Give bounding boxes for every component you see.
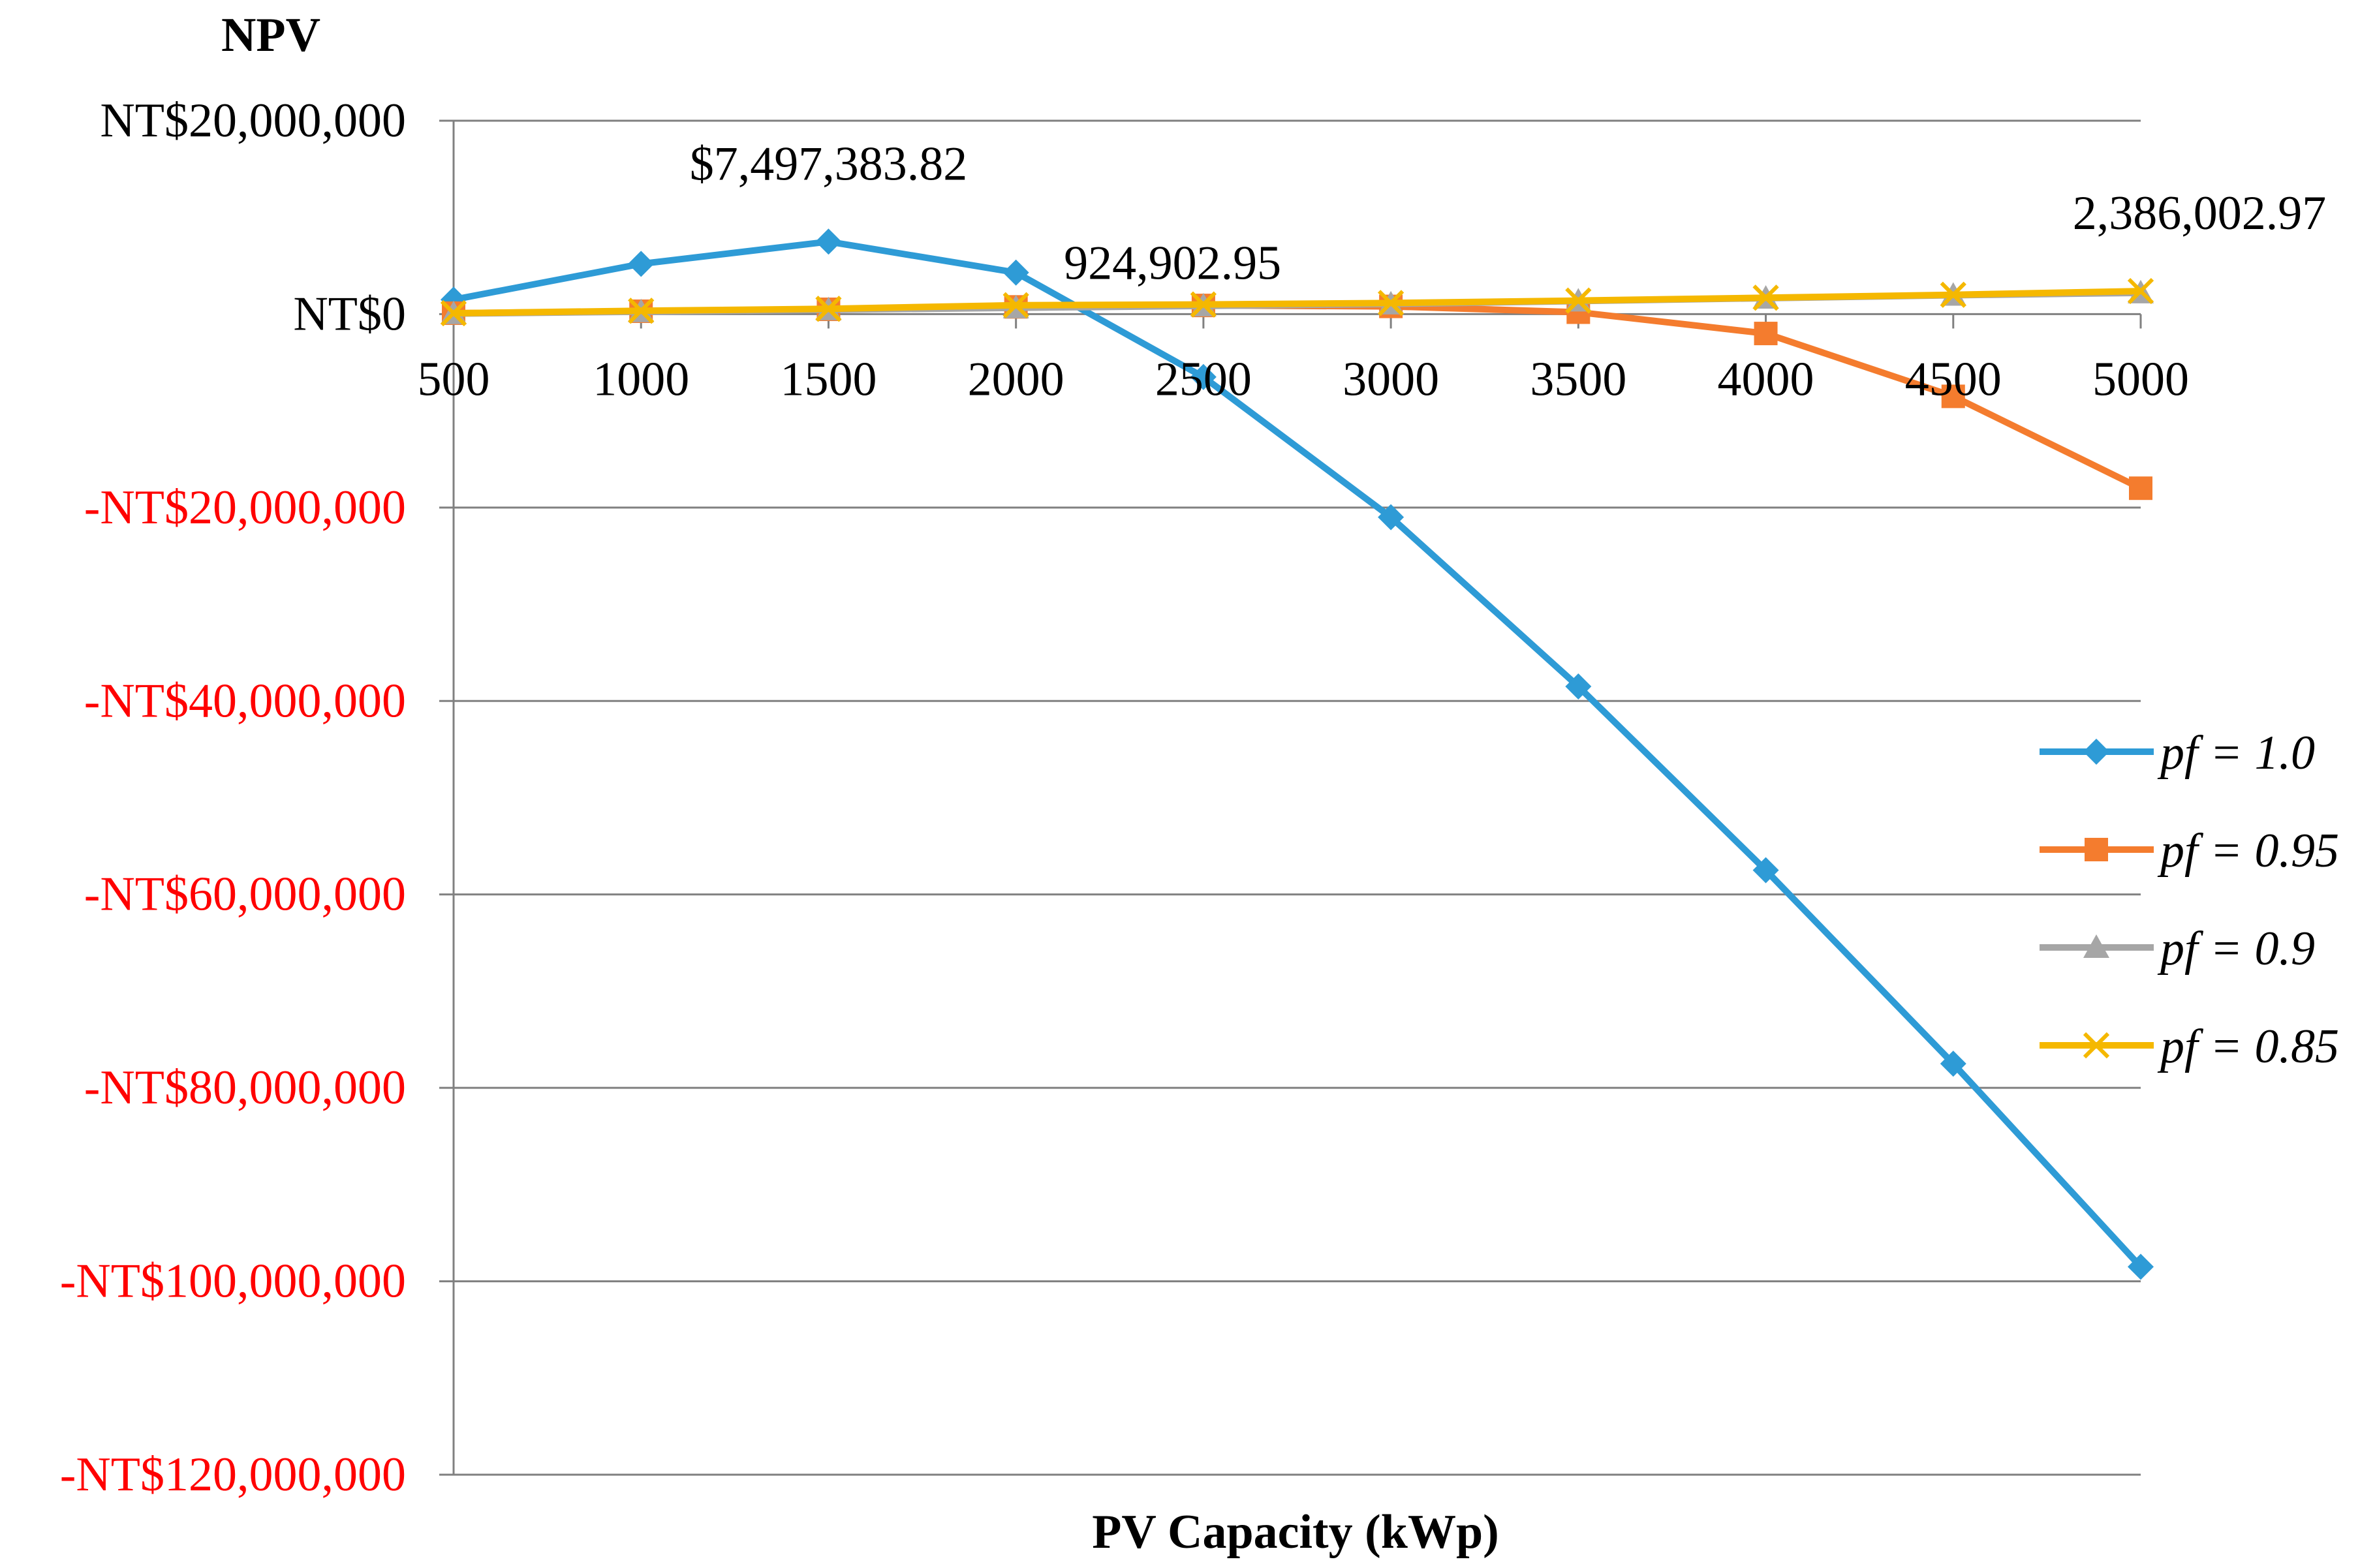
x-tick-label: 1500 [780, 352, 877, 406]
x-marker [1940, 281, 1966, 308]
legend-label: pf = 0.95 [2157, 824, 2339, 878]
y-tick-label: NT$0 [293, 287, 406, 341]
x-marker [2083, 1032, 2110, 1059]
x-marker-stroke [440, 300, 467, 327]
x-marker-stroke [1940, 281, 1966, 308]
y-tick-label: -NT$40,000,000 [84, 674, 406, 728]
x-tick-labels: 500 1000 1500 2000 2500 3000 3500 4000 4500 5000 [418, 352, 2190, 406]
diamond-marker [2083, 739, 2109, 765]
diamond-marker [1002, 259, 1029, 286]
x-tick-label: 3000 [1343, 352, 1439, 406]
x-marker [1002, 292, 1029, 318]
triangle-marker [2083, 934, 2109, 958]
x-tick-label: 2500 [1155, 352, 1252, 406]
y-tick-label: -NT$100,000,000 [60, 1255, 406, 1308]
square-marker [2129, 476, 2152, 500]
diamond-marker [1565, 673, 1592, 700]
y-tick-labels: NT$20,000,000 NT$0 -NT$20,000,000 -NT$40,00… [60, 94, 406, 1501]
x-marker [2127, 277, 2154, 305]
x-tick-label: 3500 [1530, 352, 1626, 406]
legend-entry: pf = 1.0 [2040, 726, 2315, 780]
square-marker [2085, 838, 2108, 861]
series-pf-0-85 [440, 277, 2154, 327]
y-tick-label: -NT$80,000,000 [84, 1061, 406, 1115]
diamond-marker [1378, 504, 1405, 530]
series-line [453, 288, 2141, 316]
x-marker-stroke [815, 296, 842, 322]
legend: pf = 1.0 pf = 0.95 pf = 0.9 pf = 0.85 [2040, 726, 2339, 1073]
x-marker [1377, 290, 1405, 316]
x-marker-stroke [628, 298, 655, 324]
x-marker-stroke [1190, 291, 1217, 318]
x-tick-label: 4500 [1905, 352, 2002, 406]
series-lines [440, 228, 2154, 1280]
x-axis-title: PV Capacity (kWp) [1092, 1505, 1499, 1559]
y-tick-label: -NT$120,000,000 [60, 1448, 406, 1501]
x-marker [1752, 284, 1779, 311]
y-axis-title: NPV [221, 8, 320, 62]
diamond-marker [2128, 1253, 2154, 1280]
diamond-marker [628, 251, 655, 277]
x-tick-label: 5000 [2092, 352, 2189, 406]
axes [439, 119, 2142, 1476]
data-label: 924,902.95 [1064, 237, 1281, 290]
diamond-marker [815, 228, 842, 255]
data-label: 2,386,002.97 [2073, 187, 2327, 240]
series-pf-0-95 [442, 294, 2152, 500]
legend-entry: pf = 0.9 [2040, 922, 2315, 976]
x-tick-label: 500 [418, 352, 490, 406]
x-marker-stroke [2083, 1032, 2110, 1059]
x-marker-stroke [2127, 277, 2154, 305]
square-marker [1941, 384, 1965, 408]
legend-entry: pf = 0.85 [2040, 1020, 2339, 1073]
x-tick-label: 1000 [593, 352, 689, 406]
y-tick-label: NT$20,000,000 [100, 94, 406, 147]
series-pf-1-0 [441, 228, 2154, 1280]
x-marker [815, 296, 842, 322]
x-marker-stroke [1377, 290, 1405, 316]
square-marker [1754, 322, 1778, 346]
diamond-marker [1190, 363, 1217, 390]
diamond-marker [1752, 857, 1779, 884]
legend-label: pf = 1.0 [2157, 726, 2315, 780]
y-tick-label: -NT$20,000,000 [84, 481, 406, 534]
x-marker [1565, 287, 1592, 314]
series-line [453, 238, 2143, 1269]
diamond-marker [1940, 1051, 1966, 1077]
y-tick-label: -NT$60,000,000 [84, 868, 406, 921]
x-marker-stroke [1002, 292, 1029, 318]
series-line [453, 302, 2143, 491]
x-marker-stroke [1565, 287, 1592, 314]
x-marker [1190, 291, 1217, 318]
gridlines [454, 119, 2141, 1476]
legend-label: pf = 0.9 [2157, 922, 2315, 976]
legend-label: pf = 0.85 [2157, 1020, 2339, 1073]
legend-entry: pf = 0.95 [2040, 824, 2339, 878]
x-tick-label: 2000 [968, 352, 1064, 406]
data-label: $7,497,383.82 [690, 137, 968, 191]
x-tick-label: 4000 [1718, 352, 1814, 406]
x-marker-stroke [1752, 284, 1779, 311]
x-marker [628, 298, 655, 324]
x-marker [440, 300, 467, 327]
data-annotations: $7,497,383.82 924,902.95 2,386,002.97 [690, 137, 2327, 290]
